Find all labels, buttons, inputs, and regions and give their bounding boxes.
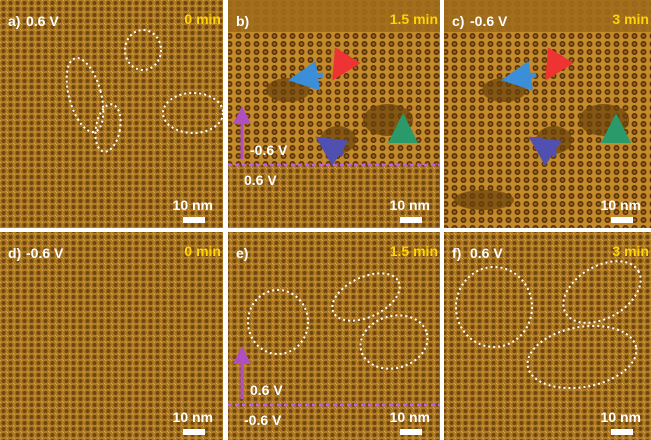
panel-letter: c) <box>452 13 464 29</box>
lower-voltage: -0.6 V <box>244 412 282 428</box>
panel-letter: f) <box>452 245 461 261</box>
arrow <box>516 75 536 78</box>
panel: d) -0.6 V 0 min 10 nm <box>0 232 223 440</box>
panel: b) 1.5 min 10 nm -0.6 V 0.6 V <box>228 0 440 228</box>
panel-time: 0 min <box>184 243 221 259</box>
panel-voltage: -0.6 V <box>470 13 508 29</box>
dark-domain <box>454 190 514 210</box>
panel: a) 0.6 V 0 min 10 nm <box>0 0 223 228</box>
scale-bar <box>400 217 422 223</box>
panel-letter: a) <box>8 13 20 29</box>
dark-domain <box>266 78 310 102</box>
scale-bar <box>183 429 205 435</box>
stm-image <box>0 0 223 228</box>
panel-voltage: 0.6 V <box>470 245 503 261</box>
arrow <box>303 75 323 78</box>
scale-bar <box>611 429 633 435</box>
panel-time: 3 min <box>612 243 649 259</box>
panel-time: 0 min <box>184 11 221 27</box>
scale-label: 10 nm <box>390 197 430 213</box>
panel-letter: b) <box>236 13 249 29</box>
scale-bar <box>400 429 422 435</box>
panel-time: 1.5 min <box>390 243 438 259</box>
scale-label: 10 nm <box>601 197 641 213</box>
scale-label: 10 nm <box>390 409 430 425</box>
upper-voltage: -0.6 V <box>250 142 288 158</box>
dark-domain <box>536 126 572 154</box>
panel-letter: d) <box>8 245 21 261</box>
dark-domain <box>579 104 629 136</box>
figure: a) 0.6 V 0 min 10 nm b) 1.5 min 10 nm -0.6 V 0.6… <box>0 0 651 440</box>
dark-domain <box>482 78 526 102</box>
scale-bar <box>183 217 205 223</box>
scale-bar <box>611 217 633 223</box>
scale-label: 10 nm <box>173 197 213 213</box>
scale-label: 10 nm <box>601 409 641 425</box>
scale-label: 10 nm <box>173 409 213 425</box>
panel: f) 0.6 V 3 min 10 nm <box>444 232 651 440</box>
panel-voltage: -0.6 V <box>26 245 64 261</box>
panel-time: 1.5 min <box>390 11 438 27</box>
panel: e) 1.5 min 10 nm 0.6 V -0.6 V <box>228 232 440 440</box>
panel-letter: e) <box>236 245 248 261</box>
panel: c) -0.6 V 3 min 10 nm <box>444 0 651 228</box>
panel-time: 3 min <box>612 11 649 27</box>
lower-voltage: 0.6 V <box>244 172 277 188</box>
panel-voltage: 0.6 V <box>26 13 59 29</box>
upper-voltage: 0.6 V <box>250 382 283 398</box>
